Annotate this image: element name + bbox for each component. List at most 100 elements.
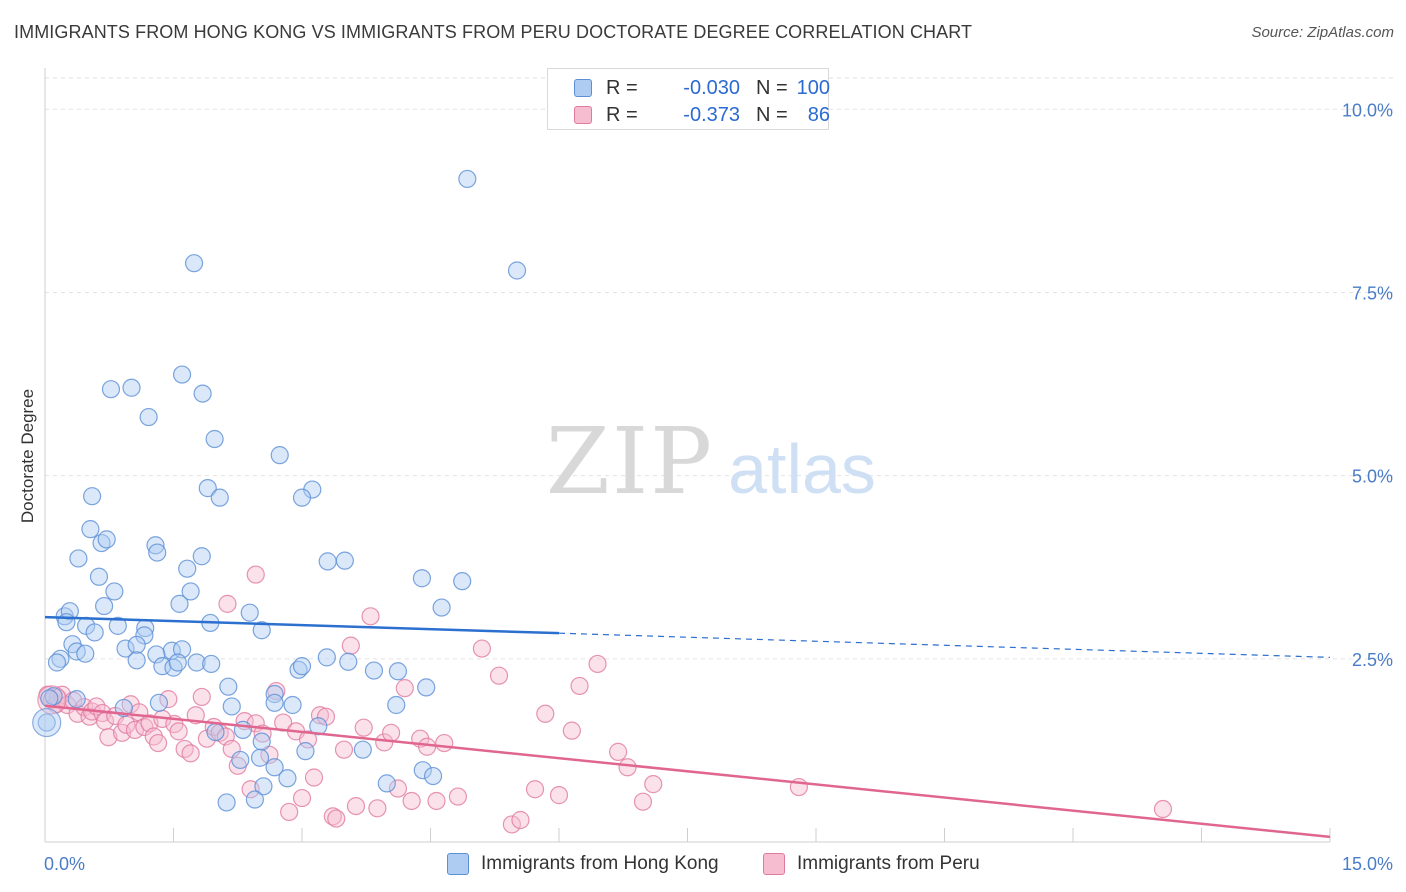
hong-kong-point xyxy=(432,598,451,617)
source-label: Source: ZipAtlas.com xyxy=(1251,24,1394,41)
hong-kong-point xyxy=(168,653,187,672)
hong-kong-point xyxy=(364,661,384,680)
hong-kong-point xyxy=(283,695,302,715)
hong-kong-point xyxy=(219,677,238,696)
peru-point xyxy=(327,809,346,828)
hong-kong-point xyxy=(252,621,271,640)
hong-kong-point xyxy=(146,536,165,555)
hong-kong-point xyxy=(296,742,315,761)
peru-point xyxy=(246,565,265,584)
hong-kong-point xyxy=(423,766,443,786)
hong-kong-point xyxy=(265,758,284,777)
peru-point xyxy=(361,607,380,626)
hong-kong-point xyxy=(187,653,206,672)
hong-kong-point xyxy=(453,572,472,591)
hong-kong-point xyxy=(318,552,337,571)
peru-point xyxy=(280,802,299,822)
peru-point xyxy=(334,740,354,759)
hong-kong-point xyxy=(254,777,273,796)
watermark: ZIP atlas xyxy=(546,408,876,515)
legend-n-label: N = xyxy=(756,104,788,126)
x-tick-label: 15.0% xyxy=(1342,854,1393,874)
bottom-legend-swatch-peru xyxy=(763,853,785,875)
peru-trend-line xyxy=(44,704,1331,839)
hong-kong-trend-solid xyxy=(44,615,560,635)
peru-point xyxy=(316,707,336,726)
chart-title: IMMIGRANTS FROM HONG KONG VS IMMIGRANTS … xyxy=(14,22,973,42)
peru-point xyxy=(346,796,366,816)
hong-kong-point xyxy=(417,678,436,697)
hong-kong-point xyxy=(292,488,312,507)
peru-point xyxy=(368,799,387,818)
peru-point xyxy=(549,786,569,805)
hong-kong-point xyxy=(184,254,204,273)
hong-kong-point xyxy=(278,769,297,788)
peru-point xyxy=(395,679,414,698)
hong-kong-point xyxy=(122,378,141,397)
peru-point xyxy=(570,676,589,696)
peru-point xyxy=(388,779,408,798)
peru-point xyxy=(304,768,324,787)
peru-point xyxy=(148,733,168,753)
peru-point xyxy=(341,636,360,655)
peru-point xyxy=(159,690,178,709)
hong-kong-point xyxy=(292,657,312,676)
watermark-atlas: atlas xyxy=(728,430,876,508)
axes xyxy=(44,68,1331,843)
peru-point xyxy=(633,792,653,811)
peru-point xyxy=(588,654,607,674)
hong-kong-point xyxy=(335,551,354,570)
legend-r-label: R = xyxy=(606,104,638,126)
series-peru-points xyxy=(37,565,1173,834)
y-tick-label: 10.0% xyxy=(1342,100,1393,120)
y-tick-label: 5.0% xyxy=(1352,467,1393,487)
x-tick-label: 0.0% xyxy=(44,854,85,874)
hong-kong-point xyxy=(40,689,59,708)
peru-point xyxy=(609,742,628,761)
hong-kong-point xyxy=(192,547,211,566)
hong-kong-point xyxy=(127,651,146,670)
peru-point xyxy=(298,730,318,749)
hong-kong-point xyxy=(210,488,229,507)
hong-kong-point xyxy=(413,761,432,780)
hong-kong-point xyxy=(265,693,284,712)
y-tick-label: 7.5% xyxy=(1352,283,1393,303)
peru-point xyxy=(511,810,530,830)
peru-point xyxy=(1153,799,1173,819)
peru-point xyxy=(644,775,663,794)
legend-r-value: -0.373 xyxy=(683,104,740,126)
hong-kong-point xyxy=(193,384,212,403)
peru-point xyxy=(489,666,509,685)
peru-point xyxy=(381,723,401,742)
hong-kong-point xyxy=(60,602,79,621)
peru-point xyxy=(435,733,454,753)
hong-kong-point xyxy=(377,774,396,793)
hong-kong-point xyxy=(67,690,86,709)
hong-kong-point xyxy=(205,429,224,449)
hong-kong-point xyxy=(317,648,336,667)
peru-point xyxy=(472,639,491,658)
bottom-legend-label-peru: Immigrants from Peru xyxy=(797,853,980,874)
bottom-legend-label-hong-kong: Immigrants from Hong Kong xyxy=(481,853,719,874)
hong-kong-point xyxy=(198,479,217,498)
hong-kong-point xyxy=(252,732,271,751)
hong-kong-point xyxy=(387,695,406,715)
peru-point xyxy=(192,687,211,707)
peru-point xyxy=(417,737,437,756)
peru-point xyxy=(427,791,446,811)
hong-kong-point xyxy=(233,720,252,739)
peru-point xyxy=(292,788,312,808)
hong-kong-point xyxy=(81,520,100,539)
legend-r-value: -0.030 xyxy=(683,77,740,99)
legend-r-label: R = xyxy=(606,77,638,99)
legend-swatch-peru xyxy=(574,106,592,124)
hong-kong-point xyxy=(206,722,225,742)
hong-kong-point xyxy=(101,380,121,399)
hong-kong-point xyxy=(37,713,56,732)
peru-point xyxy=(267,681,286,701)
hong-kong-point xyxy=(222,697,241,716)
hong-kong-point xyxy=(69,549,88,568)
series-hong-kong-points xyxy=(32,169,527,812)
hong-kong-point xyxy=(116,639,135,658)
hong-kong-point xyxy=(97,530,116,549)
